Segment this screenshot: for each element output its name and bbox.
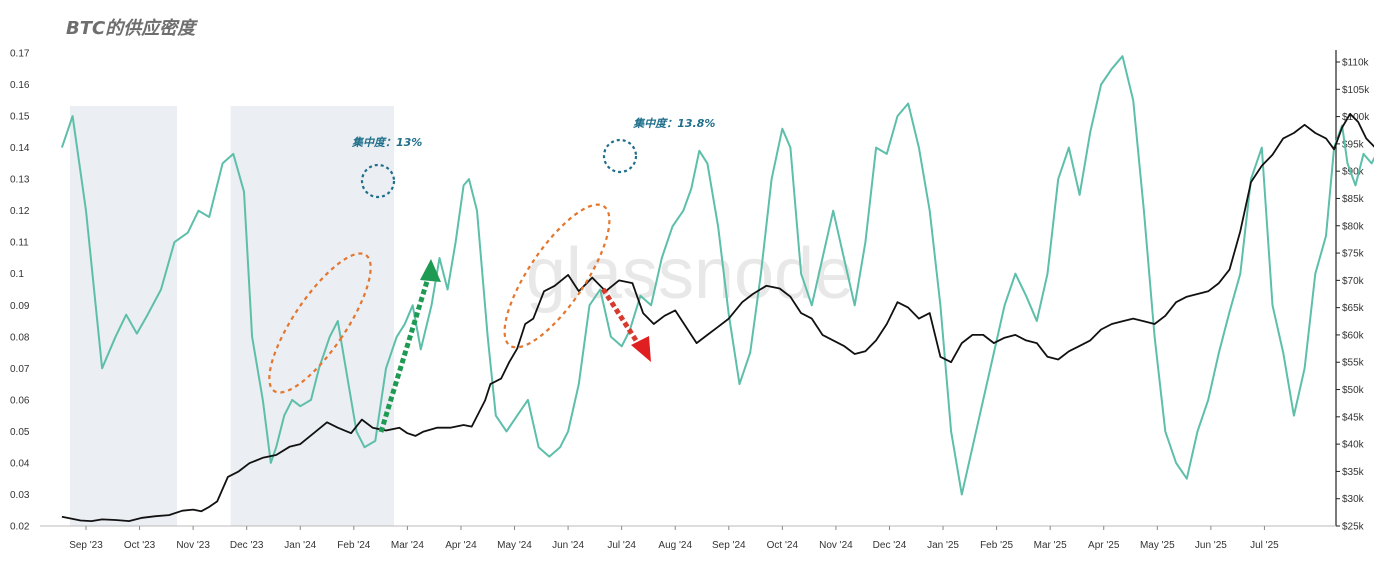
btc-price-line <box>61 113 1374 522</box>
right-tick-label: $110k <box>1342 58 1370 69</box>
orange-oval-2 <box>503 203 611 349</box>
right-tick-label: $100k <box>1342 112 1370 123</box>
x-tick-label: Nov '24 <box>819 540 853 551</box>
right-axis-ticks: $25k $30k $35k $40k $45k $50k $55k $60k $65k $70k… <box>1336 58 1370 533</box>
right-tick-label: $65k <box>1342 303 1365 314</box>
x-tick-label: Feb '25 <box>980 540 1013 551</box>
supply-density-line <box>60 55 1374 496</box>
x-tick-label: Jan '25 <box>927 540 959 551</box>
x-tick-label: May '25 <box>1140 540 1175 551</box>
right-tick-label: $105k <box>1342 85 1370 96</box>
left-tick-label: 0.03 <box>10 490 30 501</box>
x-tick-label: Dec '24 <box>873 540 907 551</box>
x-tick-label: Apr '24 <box>445 540 477 551</box>
right-tick-label: $40k <box>1342 440 1365 451</box>
left-tick-label: 0.11 <box>10 238 29 249</box>
right-tick-label: $45k <box>1342 412 1365 423</box>
red-down-arrow-head <box>631 336 651 362</box>
right-tick-label: $35k <box>1342 467 1365 478</box>
peak-circle-2 <box>602 138 638 174</box>
x-tick-label: Jan '24 <box>284 540 316 551</box>
left-tick-label: 0.04 <box>10 458 30 469</box>
x-tick-label: Apr '25 <box>1088 540 1120 551</box>
chart-title: BTC的供应密度 <box>66 18 198 39</box>
annotation-0: 集中度：13% <box>351 136 422 149</box>
left-tick-label: 0.1 <box>10 269 24 280</box>
left-tick-label: 0.14 <box>10 143 30 154</box>
peak-circle-1 <box>360 163 396 199</box>
right-tick-label: $25k <box>1342 522 1365 533</box>
right-tick-label: $85k <box>1342 194 1365 205</box>
x-tick-label: Jul '25 <box>1250 540 1279 551</box>
left-tick-label: 0.02 <box>10 522 30 533</box>
left-tick-label: 0.12 <box>10 206 30 217</box>
x-tick-label: Jul '24 <box>607 540 636 551</box>
x-tick-label: Oct '23 <box>124 540 156 551</box>
left-tick-label: 0.07 <box>10 364 30 375</box>
series-group <box>60 55 1374 522</box>
green-up-arrow-shaft <box>378 277 431 433</box>
shaded-region-0 <box>69 106 178 526</box>
left-tick-label: 0.16 <box>10 80 30 91</box>
annotation-1: 集中度：13.8% <box>632 117 715 130</box>
right-tick-label: $60k <box>1342 330 1365 341</box>
annotations: 集中度：13% 集中度：13.8% <box>351 117 715 149</box>
red-down-arrow-shaft <box>600 287 642 347</box>
left-tick-label: 0.09 <box>10 301 30 312</box>
right-tick-label: $30k <box>1342 494 1365 505</box>
x-tick-label: Jun '24 <box>552 540 584 551</box>
right-tick-label: $55k <box>1342 358 1365 369</box>
left-tick-label: 0.13 <box>10 175 30 186</box>
right-tick-label: $70k <box>1342 276 1365 287</box>
left-tick-label: 0.08 <box>10 332 30 343</box>
right-tick-label: $90k <box>1342 167 1365 178</box>
right-tick-label: $95k <box>1342 139 1365 150</box>
x-tick-label: Nov '23 <box>176 540 210 551</box>
orange-oval-1 <box>268 252 372 394</box>
x-tick-label: Oct '24 <box>767 540 799 551</box>
x-tick-label: Mar '25 <box>1034 540 1067 551</box>
x-tick-label: Aug '24 <box>658 540 692 551</box>
shaded-regions <box>69 106 394 526</box>
x-tick-label: Jun '25 <box>1195 540 1227 551</box>
left-tick-label: 0.05 <box>10 427 30 438</box>
left-tick-label: 0.06 <box>10 395 30 406</box>
right-tick-label: $75k <box>1342 249 1365 260</box>
x-axis-ticks: Sep '23 Oct '23 Nov '23 Dec '23 Jan '24 Feb '… <box>69 526 1279 551</box>
x-tick-label: May '24 <box>497 540 532 551</box>
decorations <box>268 138 651 433</box>
x-tick-label: Sep '23 <box>69 540 103 551</box>
right-tick-label: $80k <box>1342 221 1365 232</box>
shaded-region-1 <box>230 106 394 526</box>
left-tick-label: 0.17 <box>10 49 30 60</box>
green-up-arrow-head <box>420 259 441 282</box>
x-tick-label: Mar '24 <box>391 540 424 551</box>
x-tick-label: Sep '24 <box>712 540 746 551</box>
x-tick-label: Feb '24 <box>337 540 370 551</box>
left-axis-ticks: 0.02 0.03 0.04 0.05 0.06 0.07 0.08 0.09 0.1 0.11 0… <box>10 49 30 533</box>
left-tick-label: 0.15 <box>10 112 30 123</box>
x-tick-label: Dec '23 <box>230 540 264 551</box>
right-tick-label: $50k <box>1342 385 1365 396</box>
watermark: glassnode <box>526 234 854 314</box>
